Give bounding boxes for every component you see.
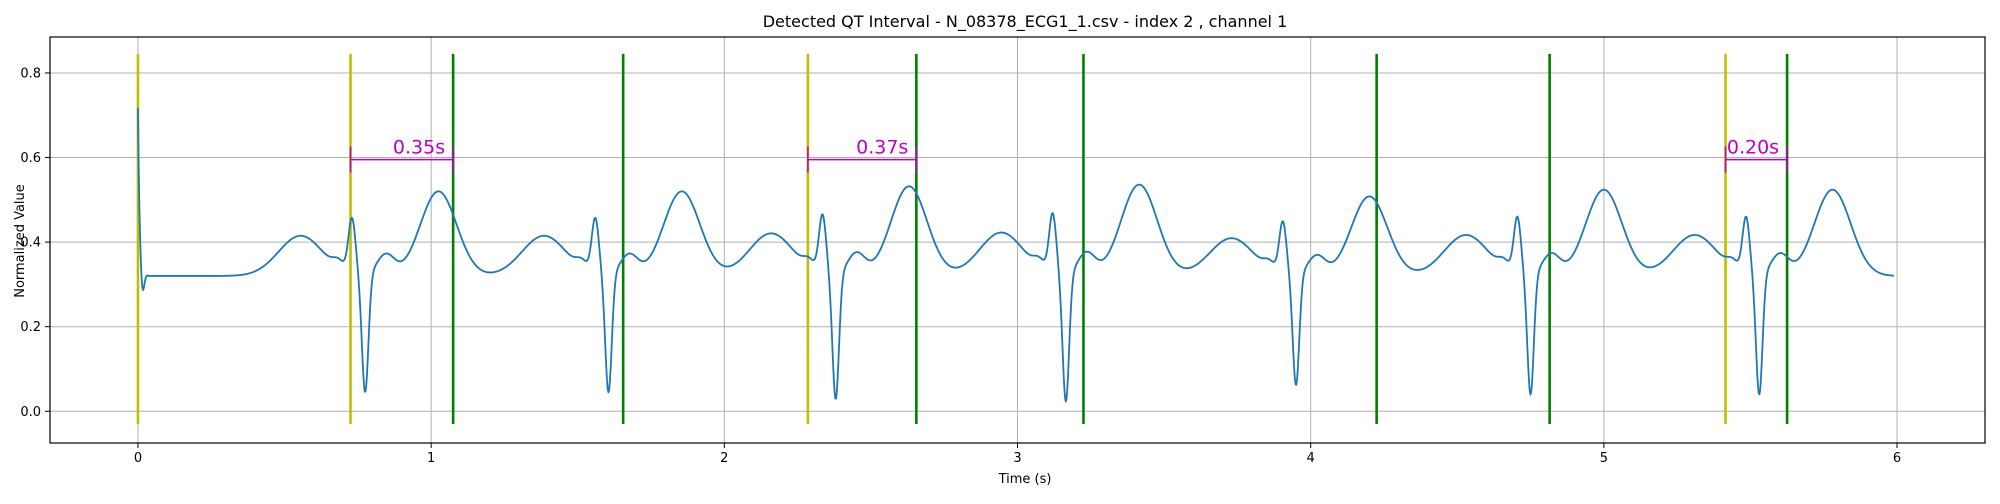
x-tick-label: 4 xyxy=(1307,451,1315,466)
ecg-line xyxy=(137,107,1895,403)
ecg-series xyxy=(137,107,1895,403)
y-axis-label: Normalized Value xyxy=(13,184,28,298)
chart-title: Detected QT Interval - N_08378_ECG1_1.cs… xyxy=(763,12,1288,32)
y-tick-label: 0.2 xyxy=(20,320,41,335)
x-tick-label: 5 xyxy=(1600,451,1608,466)
x-tick-label: 0 xyxy=(134,451,142,466)
qt-interval-label: 0.37s xyxy=(856,137,908,159)
qt-interval-label: 0.35s xyxy=(393,137,445,159)
qt-interval-label: 0.20s xyxy=(1727,137,1779,159)
qt-annotations: 0.35s 0.37s 0.20s xyxy=(349,137,1788,173)
axis-ticks: 0 1 2 3 4 5 6 0.0 0.2 0.4 0.6 0.8 xyxy=(20,66,1901,466)
y-tick-label: 0.8 xyxy=(20,66,41,81)
y-tick-label: 0.4 xyxy=(20,236,41,251)
y-tick-label: 0.0 xyxy=(20,405,41,420)
y-tick-label: 0.6 xyxy=(20,151,41,166)
x-tick-label: 6 xyxy=(1893,451,1901,466)
x-tick-label: 2 xyxy=(720,451,728,466)
x-tick-label: 1 xyxy=(427,451,435,466)
x-axis-label: Time (s) xyxy=(998,472,1052,487)
x-tick-label: 3 xyxy=(1013,451,1021,466)
